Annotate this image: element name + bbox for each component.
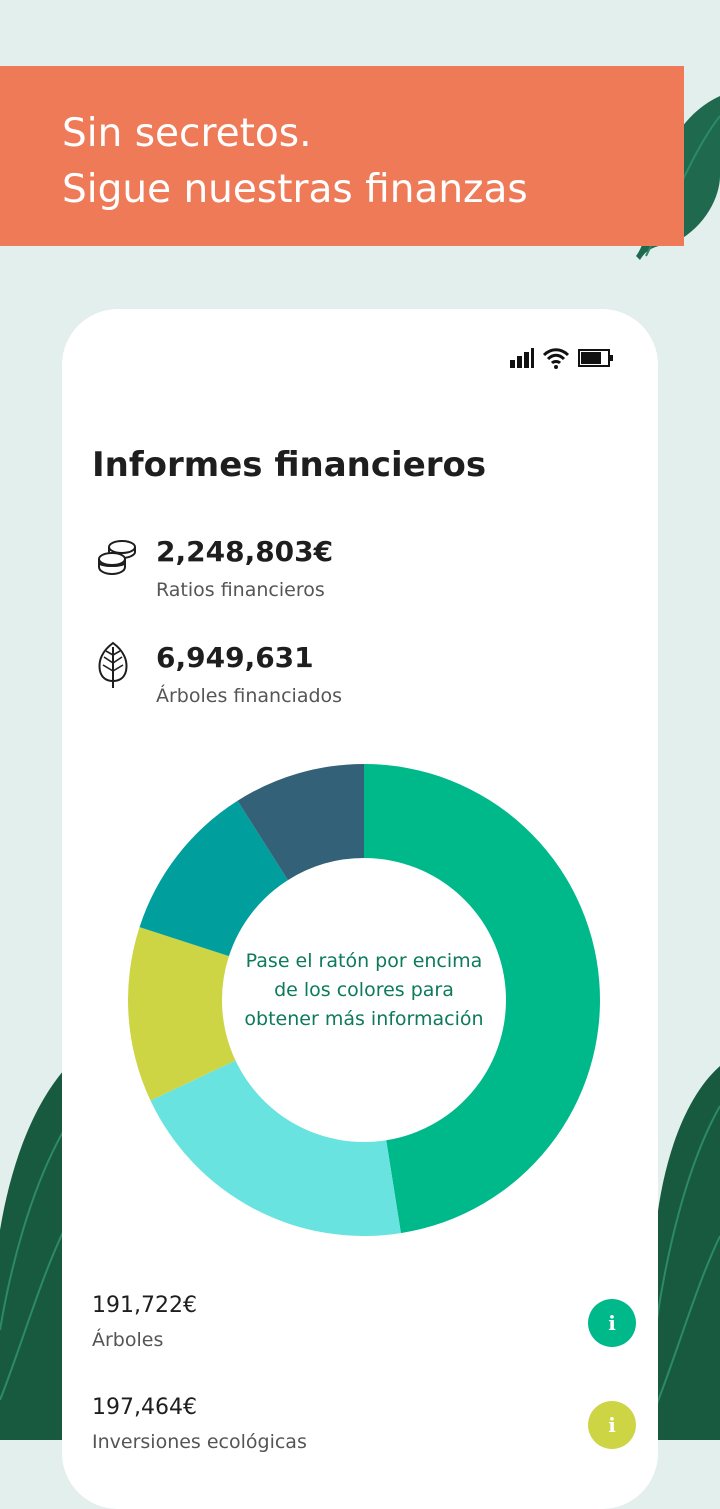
donut-chart[interactable] bbox=[128, 764, 600, 1236]
legend-label: Árboles bbox=[92, 1329, 164, 1351]
stat-label: Árboles financiados bbox=[156, 685, 343, 707]
donut-slice-3[interactable] bbox=[128, 927, 236, 1101]
donut-slice-1[interactable] bbox=[364, 764, 600, 1234]
coins-icon bbox=[98, 540, 136, 576]
chart-hint: Pase el ratón por encima de los colores … bbox=[244, 950, 484, 1030]
stat-value: 6,949,631 bbox=[156, 641, 314, 674]
banner-line-1: Sin secretos. bbox=[62, 111, 312, 156]
leaf-icon bbox=[98, 641, 128, 688]
legend-value: 191,722€ bbox=[92, 1293, 197, 1318]
donut-slice-4[interactable] bbox=[139, 800, 288, 957]
banner-line-2: Sigue nuestras finanzas bbox=[62, 167, 528, 212]
stat-label: Ratios financieros bbox=[156, 579, 325, 601]
donut-slice-2[interactable] bbox=[150, 1060, 401, 1236]
status-bar bbox=[510, 347, 614, 369]
signal-icon bbox=[510, 348, 534, 368]
phone-mockup: Informes financieros 2,248,803€ Ratios f… bbox=[62, 309, 658, 1509]
leaf-decoration-bottom-right bbox=[656, 1066, 720, 1440]
legend-item-trees: 191,722€ Árboles i bbox=[92, 1293, 636, 1383]
info-button[interactable]: i bbox=[588, 1401, 636, 1449]
legend-item-eco-investments: 197,464€ Inversiones ecológicas i bbox=[92, 1395, 636, 1485]
battery-icon bbox=[578, 349, 613, 367]
stat-value: 2,248,803€ bbox=[156, 535, 334, 568]
wifi-icon bbox=[542, 348, 570, 369]
page-title: Informes financieros bbox=[92, 445, 487, 485]
donut-slice-5[interactable] bbox=[237, 764, 364, 881]
leaf-decoration-bottom-left bbox=[0, 1070, 64, 1440]
promo-banner: Sin secretos. Sigue nuestras finanzas bbox=[0, 66, 684, 246]
legend-value: 197,464€ bbox=[92, 1395, 197, 1420]
legend-label: Inversiones ecológicas bbox=[92, 1431, 307, 1453]
info-button[interactable]: i bbox=[588, 1299, 636, 1347]
